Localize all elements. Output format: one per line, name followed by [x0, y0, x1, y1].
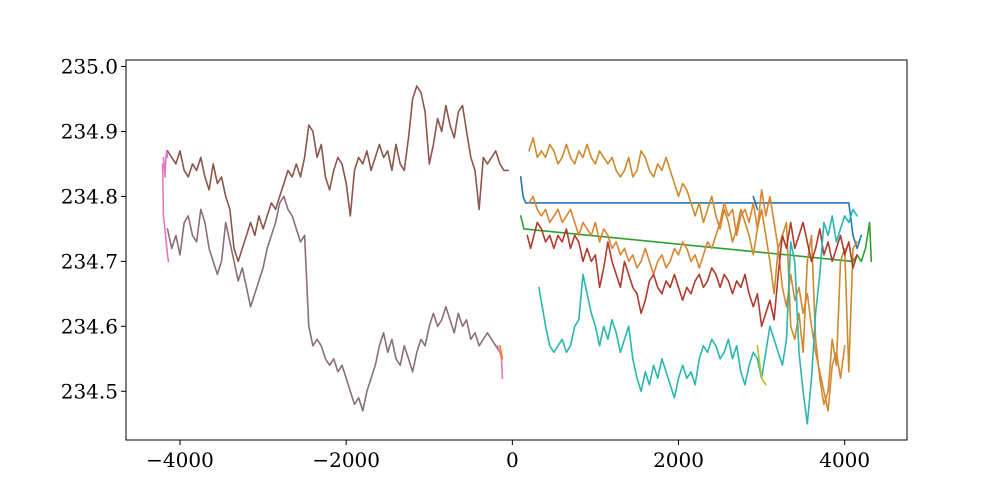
series-line-4 [166, 195, 501, 412]
x-axis: −4000 −2000 0 2000 4000 [146, 440, 870, 472]
series-line-12 [538, 208, 858, 425]
y-axis: 234.5 234.6 234.7 234.8 234.9 235.0 [61, 54, 126, 403]
x-tick-label: −4000 [146, 448, 214, 472]
y-tick-label: 234.5 [61, 379, 118, 403]
series-line-14 [752, 195, 759, 211]
x-tick-label: −2000 [312, 448, 380, 472]
plot-frame [125, 59, 908, 441]
series-line-2 [161, 163, 170, 263]
series-line-7 [519, 176, 863, 250]
y-tick-label: 234.7 [61, 249, 118, 273]
series-line-10 [528, 189, 846, 412]
x-tick-label: 0 [506, 448, 519, 472]
y-tick-label: 234.8 [61, 184, 118, 208]
y-tick-label: 234.9 [61, 119, 118, 143]
series-line-9 [528, 137, 858, 406]
x-tick-label: 4000 [819, 448, 870, 472]
series-line-11 [526, 221, 858, 328]
series-line-5 [496, 344, 504, 380]
x-tick-label: 2000 [653, 448, 704, 472]
series-line-1 [162, 150, 169, 178]
series-line-3 [166, 85, 510, 263]
series-line-13 [756, 344, 767, 386]
y-tick-label: 234.6 [61, 314, 118, 338]
series-line-6 [499, 344, 504, 360]
series-layer [161, 85, 873, 425]
y-tick-label: 235.0 [61, 54, 118, 78]
